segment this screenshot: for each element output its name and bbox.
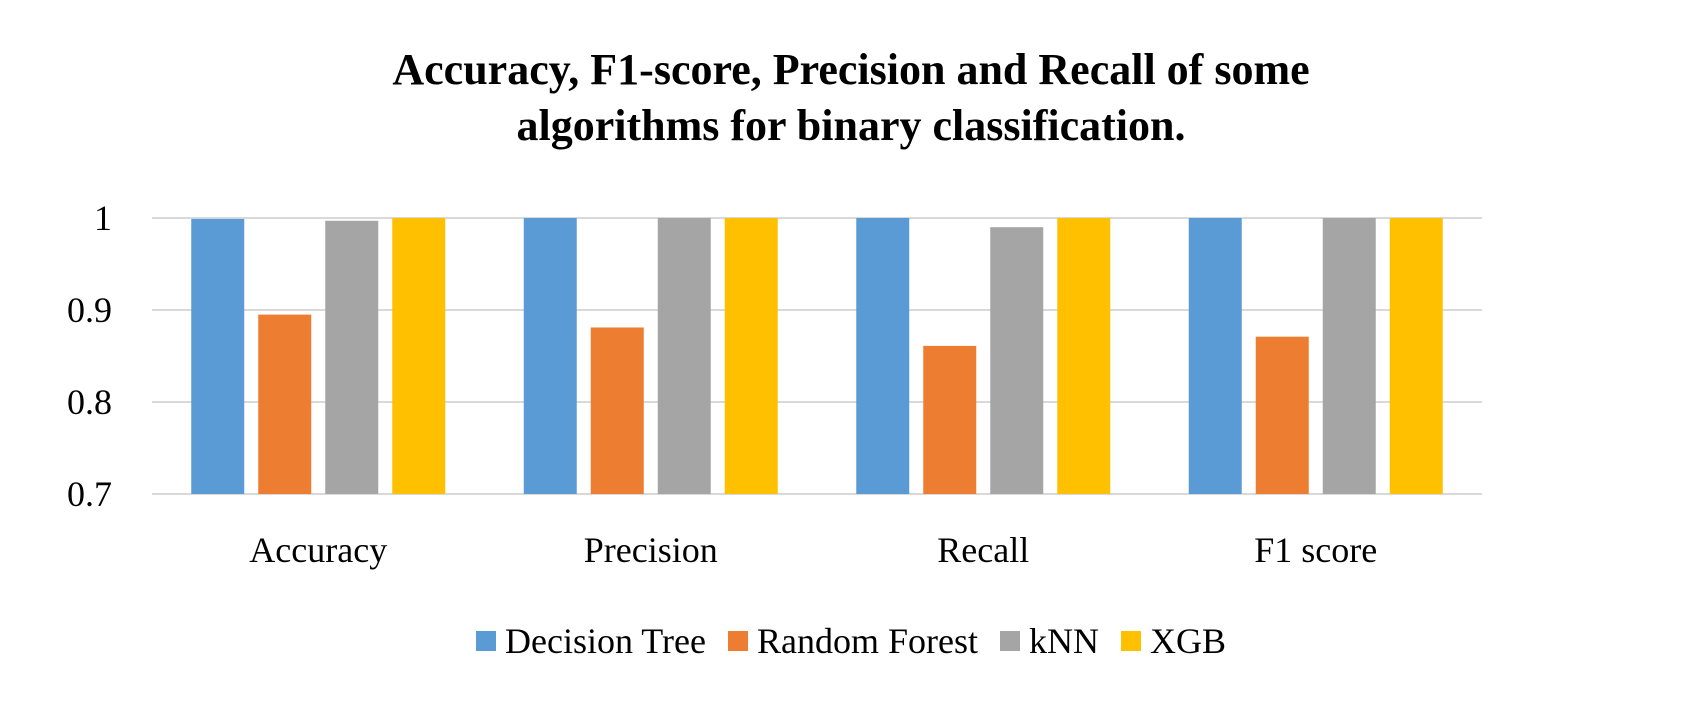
legend-label: Random Forest <box>757 621 978 661</box>
bar-knn-precision <box>657 218 711 494</box>
bar-xgb-accuracy <box>392 218 446 494</box>
y-tick-labels: 0.7 0.8 0.9 1 <box>67 198 112 514</box>
y-tick-label: 0.7 <box>67 474 112 514</box>
y-tick-label: 0.9 <box>67 290 112 330</box>
bar-random-forest-f1-score <box>1255 336 1309 494</box>
category-label-accuracy: Accuracy <box>249 530 387 570</box>
bar-random-forest-precision <box>590 327 644 494</box>
legend-swatch <box>1120 631 1141 651</box>
legend-item-xgb: XGB <box>1120 621 1226 661</box>
chart-title-line-2: algorithms for binary classification. <box>516 101 1186 150</box>
bar-knn-f1-score <box>1322 218 1376 494</box>
bar-decision-tree-precision <box>523 218 577 494</box>
bar-xgb-precision <box>724 218 778 494</box>
legend-item-random-forest: Random Forest <box>727 621 978 661</box>
bar-random-forest-accuracy <box>258 314 312 494</box>
bar-decision-tree-recall <box>856 218 910 494</box>
bar-decision-tree-f1-score <box>1188 218 1242 494</box>
legend-swatch <box>727 631 748 651</box>
bar-xgb-f1-score <box>1389 218 1443 494</box>
bar-knn-accuracy <box>325 220 379 494</box>
legend-swatch <box>999 631 1020 651</box>
category-label-precision: Precision <box>584 530 718 570</box>
bar-random-forest-recall <box>923 345 977 494</box>
legend-item-knn: kNN <box>999 621 1099 661</box>
bars <box>191 218 1443 495</box>
y-tick-label: 1 <box>94 198 112 238</box>
legend-item-decision-tree: Decision Tree <box>475 621 706 661</box>
category-label-f1-score: F1 score <box>1254 530 1377 570</box>
legend-swatch <box>475 631 496 651</box>
y-tick-label: 0.8 <box>67 382 112 422</box>
legend-label: XGB <box>1150 621 1226 661</box>
chart-title: Accuracy, F1-score, Precision and Recall… <box>0 42 1702 154</box>
bar-knn-recall <box>990 227 1044 494</box>
bar-xgb-recall <box>1057 218 1111 494</box>
bar-decision-tree-accuracy <box>191 218 245 495</box>
legend-label: Decision Tree <box>505 621 706 661</box>
category-label-recall: Recall <box>937 530 1029 570</box>
legend: Decision Tree Random Forest kNN XGB <box>475 621 1226 661</box>
chart-title-line-1: Accuracy, F1-score, Precision and Recall… <box>392 45 1310 94</box>
legend-label: kNN <box>1029 621 1099 661</box>
category-labels: Accuracy Precision Recall F1 score <box>249 530 1377 570</box>
